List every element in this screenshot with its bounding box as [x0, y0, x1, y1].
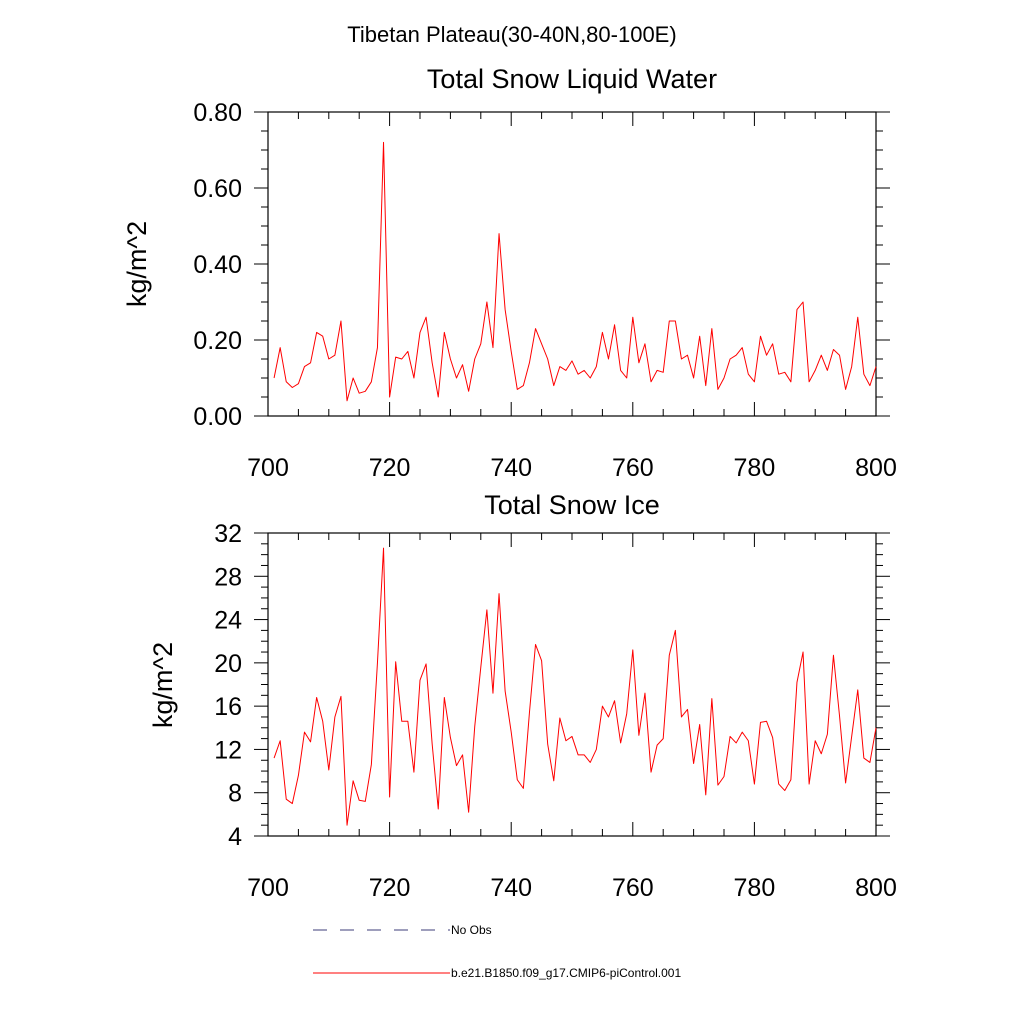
panel-top-xtick-label: 780 — [734, 454, 776, 482]
panel-bottom-ytick-label: 16 — [214, 693, 242, 721]
legend-entry-model-run: b.e21.B1850.f09_g17.CMIP6-piControl.001 — [313, 966, 681, 980]
panel-bottom-xtick-label: 780 — [734, 874, 776, 902]
panel-top-xtick-label: 800 — [855, 454, 897, 482]
panel-bottom-ytick-label: 24 — [214, 607, 242, 635]
panel-bottom-ytick-label: 4 — [228, 823, 242, 851]
panel-bottom-xtick-label: 800 — [855, 874, 897, 902]
panel-top-title: Total Snow Liquid Water — [427, 64, 717, 94]
legend: No Obs b.e21.B1850.f09_g17.CMIP6-piContr… — [313, 923, 681, 980]
panel-top-ytick-label: 0.00 — [193, 403, 242, 431]
panel-top-plot: 700 720 740 760 780 800 0.00 0.20 0.40 0.60 0.80 — [193, 99, 897, 482]
panel-bottom-title: Total Snow Ice — [484, 490, 660, 520]
panel-bottom-series-line — [273, 547, 877, 826]
panel-bottom-ytick-label: 8 — [228, 780, 242, 808]
panel-bottom-ytick-label: 32 — [214, 520, 242, 548]
panel-bottom-ytick-label: 28 — [214, 563, 242, 591]
panel-bottom-ytick-label: 12 — [214, 736, 242, 764]
panel-top-ytick-label: 0.40 — [193, 251, 242, 279]
panel-top-ytick-label: 0.80 — [193, 99, 242, 127]
panel-bottom: Total Snow Ice kg/m^2 700 720 740 760 780 800… — [148, 490, 897, 902]
panel-top-xtick-label: 720 — [369, 454, 411, 482]
panel-top-ytick-label: 0.20 — [193, 327, 242, 355]
legend-label-no-obs: No Obs — [451, 923, 492, 937]
panel-bottom-xtick-label: 720 — [369, 874, 411, 902]
panel-bottom-xtick-label: 760 — [612, 874, 654, 902]
panel-top: Total Snow Liquid Water kg/m^2 700 720 740… — [122, 64, 897, 482]
panel-bottom-xtick-label: 740 — [490, 874, 532, 902]
panel-bottom-ylabel: kg/m^2 — [148, 642, 178, 728]
panel-top-xtick-label: 740 — [490, 454, 532, 482]
panel-top-frame — [267, 111, 877, 417]
figure-suptitle: Tibetan Plateau(30-40N,80-100E) — [347, 22, 676, 47]
panel-bottom-plot: 700 720 740 760 780 800 4 8 12 16 20 24 28 32 — [214, 520, 897, 902]
legend-label-model-run: b.e21.B1850.f09_g17.CMIP6-piControl.001 — [451, 966, 681, 980]
legend-entry-no-obs: No Obs — [313, 923, 492, 937]
panel-top-xtick-label: 760 — [612, 454, 654, 482]
panel-top-xtick-label: 700 — [247, 454, 289, 482]
panel-bottom-ytick-label: 20 — [214, 650, 242, 678]
panel-top-ytick-label: 0.60 — [193, 175, 242, 203]
panel-top-ylabel: kg/m^2 — [122, 221, 152, 307]
panel-bottom-xtick-label: 700 — [247, 874, 289, 902]
panel-top-series-line — [273, 141, 877, 402]
